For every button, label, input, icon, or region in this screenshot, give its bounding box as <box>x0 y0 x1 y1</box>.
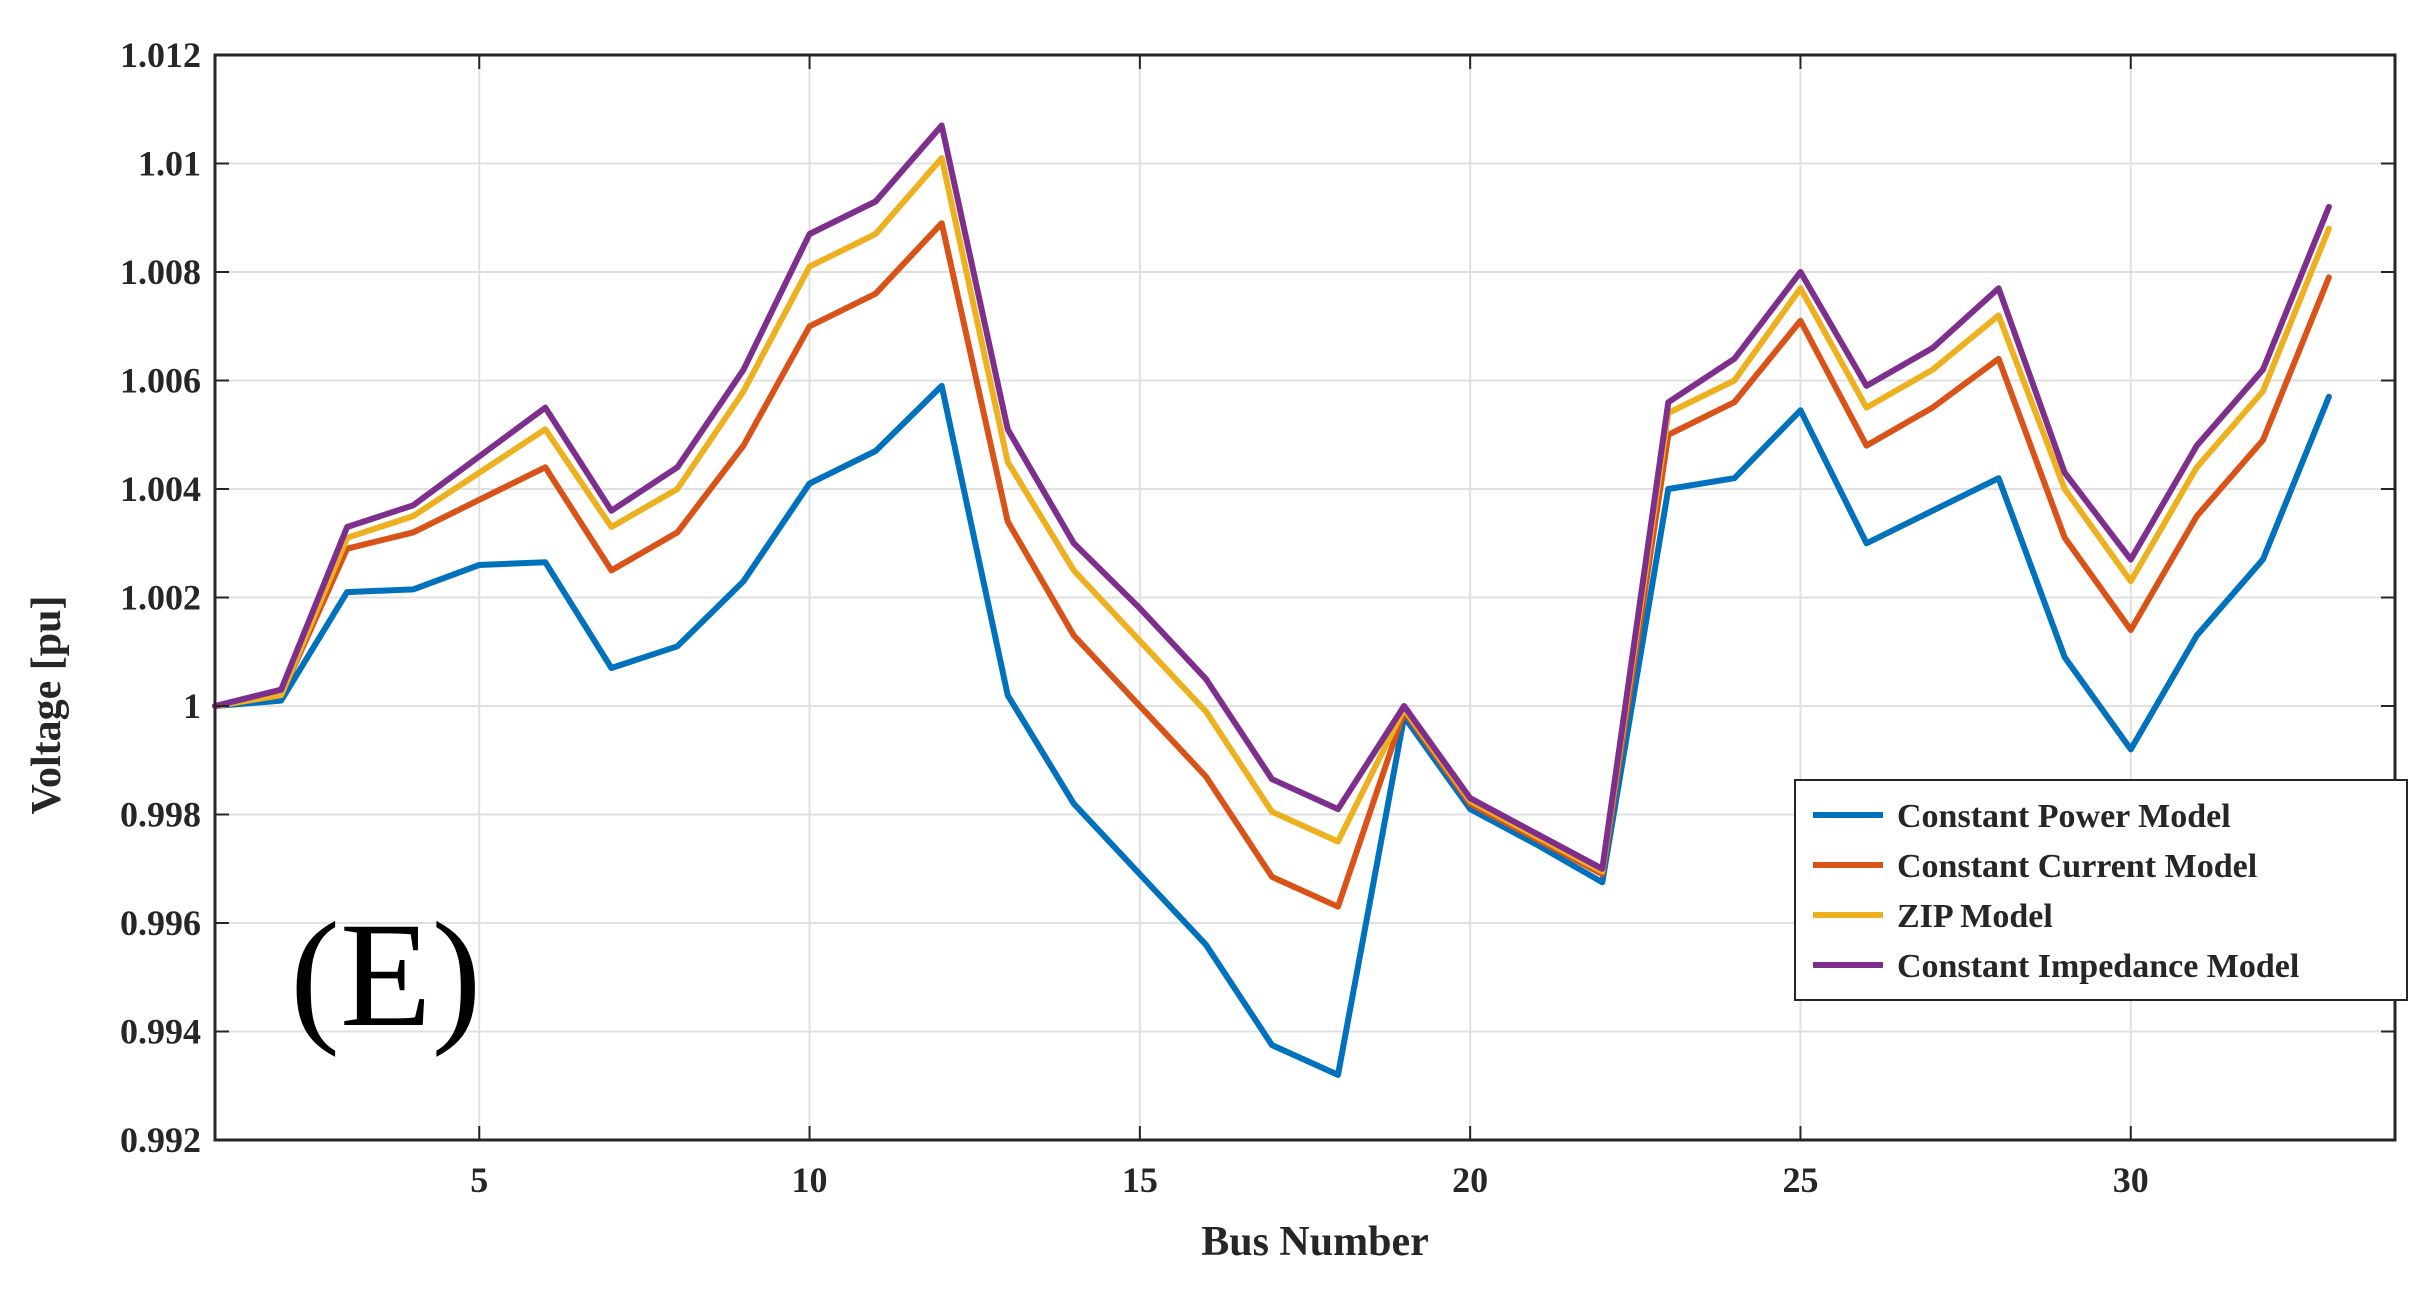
y-tick-label: 0.996 <box>120 903 201 943</box>
series-line-4 <box>212 122 2332 872</box>
legend-label: ZIP Model <box>1897 898 2053 935</box>
legend: Constant Power Model Constant Current Mod… <box>1794 779 2408 1001</box>
legend-box <box>1794 779 2408 1001</box>
y-axis-label: Voltage [pu] <box>24 596 70 815</box>
x-tick-label: 10 <box>792 1160 828 1200</box>
tick-labels: 0.992 0.994 0.996 0.998 1 1.002 1.004 1.006 1.00… <box>120 35 2149 1200</box>
legend-label: Constant Impedance Model <box>1897 948 2299 985</box>
legend-label: Constant Power Model <box>1897 798 2231 835</box>
y-tick-label: 1.004 <box>120 469 201 509</box>
y-tick-label: 1.002 <box>120 578 201 618</box>
legend-label: Constant Current Model <box>1897 848 2257 885</box>
series-lines <box>212 122 2332 1078</box>
x-tick-label: 15 <box>1122 1160 1158 1200</box>
y-tick-label: 1 <box>183 686 201 726</box>
x-tick-label: 20 <box>1452 1160 1488 1200</box>
x-tick-label: 25 <box>1782 1160 1818 1200</box>
series-line-1 <box>212 382 2332 1078</box>
axes <box>213 53 2397 1142</box>
y-tick-label: 1.012 <box>120 35 201 75</box>
series-line-2 <box>212 220 2332 910</box>
y-tick-label: 0.992 <box>120 1120 201 1160</box>
y-tick-label: 1.01 <box>138 144 201 184</box>
series-line-3 <box>212 155 2332 875</box>
x-tick-label: 30 <box>2113 1160 2149 1200</box>
y-tick-label: 0.998 <box>120 795 201 835</box>
x-tick-label: 5 <box>470 1160 488 1200</box>
y-tick-label: 1.008 <box>120 252 201 292</box>
y-tick-label: 0.994 <box>120 1012 201 1052</box>
panel-label: (E) <box>290 892 482 1058</box>
y-tick-label: 1.006 <box>120 361 201 401</box>
x-axis-label: Bus Number <box>1201 1219 1429 1265</box>
